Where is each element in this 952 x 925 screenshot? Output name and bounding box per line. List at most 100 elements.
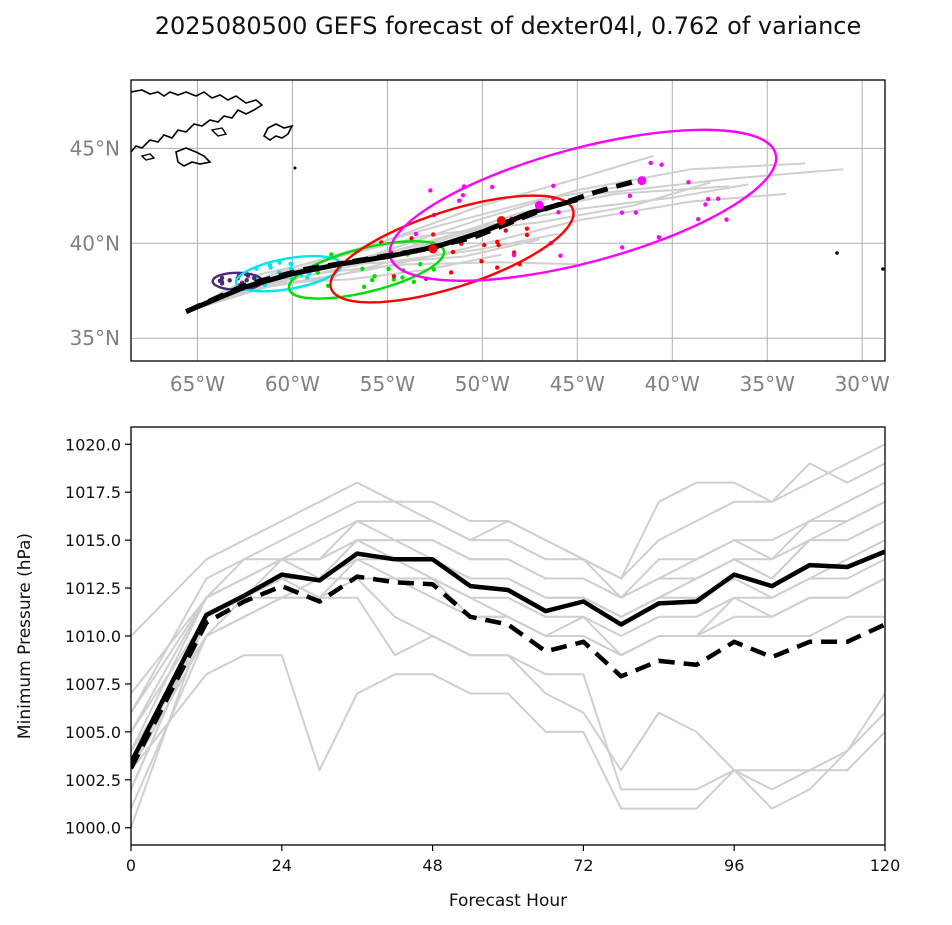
member-position-dot [656,235,661,240]
newfoundland-path [262,123,294,141]
y-tick-label: 1012.5 [65,579,121,598]
lon-tick-label: 40°W [645,372,700,396]
member-position-dot [551,183,556,188]
member-position-dot [418,262,423,267]
member-position-dot [227,278,232,283]
lon-tick-label: 65°W [170,372,225,396]
member-position-dot [431,232,436,237]
member-position-dot [703,202,708,207]
member-position-dot [448,270,454,275]
member-track [185,192,787,313]
member-position-dot [391,274,397,279]
lon-tick-label: 35°W [740,372,795,396]
member-position-dot [217,278,223,283]
member-position-dot [558,253,563,258]
lon-tick-label: 60°W [265,372,320,396]
member-position-dot [386,266,391,272]
member-position-dot [490,184,495,190]
member-position-dot [706,196,711,202]
member-pressure-line [131,520,885,733]
member-pressure-line [131,577,885,771]
member-position-dot [244,278,249,283]
member-position-dot [619,210,625,215]
x-tick-label: 120 [870,856,901,875]
ellipse-centers [428,176,647,254]
island-dot [835,251,839,255]
member-position-dot [329,252,334,257]
dashed-pressure-line [131,574,885,770]
lat-tick-label: 45°N [70,136,120,160]
lon-tick-label: 45°W [550,372,605,396]
y-axis-label: Minimum Pressure (hPa) [15,533,35,739]
member-pressure-line [131,500,885,714]
lon-tick-label: 55°W [360,372,415,396]
y-tick-label: 1015.0 [65,531,121,550]
pressure-series [131,443,885,829]
member-position-dot [659,162,664,167]
ellipse-center-dot [428,244,438,254]
member-position-dot [556,210,561,215]
member-position-dot [411,279,417,285]
uncertainty-ellipses [211,128,778,304]
island-path [210,127,228,137]
y-tick-label: 1017.5 [65,483,121,502]
member-tracks [185,154,844,313]
member-pressure-line [131,520,885,829]
member-position-dot [524,232,530,238]
lat-tick-label: 35°N [70,326,120,350]
map-tick-labels: 65°W 60°W 55°W 50°W 45°W 40°W 35°W 30°W 35°N 40°N… [70,136,890,396]
member-position-dot [620,245,625,250]
member-position-dot [360,266,365,271]
member-position-dot [482,242,487,248]
x-tick-label: 96 [724,856,744,875]
member-position-dot [431,267,436,272]
member-position-dot [268,265,273,270]
x-tick-label: 24 [272,856,292,875]
member-position-dot [372,274,377,279]
member-position-dot [391,277,397,282]
x-axis-label: Forecast Hour [449,891,567,911]
member-position-dot [686,180,691,185]
ensemble-tracks [185,176,645,314]
member-position-dot [511,253,517,258]
y-tick-label: 1020.0 [65,435,121,454]
lon-tick-label: 50°W [455,372,510,396]
member-pressure-line [131,577,885,791]
member-position-dot [648,160,653,166]
lon-tick-label: 30°W [835,372,890,396]
figure-title: 2025080500 GEFS forecast of dexter04l, 0… [154,12,862,40]
member-position-dot [288,261,293,266]
member-pressure-line [131,539,885,714]
uncertainty-ellipse [329,194,575,304]
ellipse-center-dot [496,216,506,225]
member-position-dot [428,188,433,193]
member-position-dot [716,196,721,201]
y-tick-label: 1000.0 [65,819,121,838]
ellipse-center-dot [637,176,647,186]
island-dot [293,166,297,170]
y-tick-label: 1010.0 [65,627,121,646]
member-position-dot [696,217,701,222]
member-position-dot [633,210,639,215]
x-tick-label: 0 [126,856,136,875]
member-position-dot [724,217,729,222]
member-position-dot [409,236,414,241]
map-frame [130,79,886,362]
member-position-dot [400,275,405,280]
member-position-dot [479,259,484,264]
member-position-dot [496,242,501,248]
member-position-dot [457,198,462,203]
member-position-dot [627,193,633,198]
island-path [175,147,212,167]
member-position-dot [369,277,375,283]
mean-pressure-line [131,549,885,764]
member-position-dot [252,276,257,281]
member-pressure-line [131,462,885,752]
x-tick-label: 72 [573,856,593,875]
member-position-dot [315,270,320,275]
pressure-ticks: 0 24 48 72 96 120 1000.0 1002.5 1005.0 1007.5 1010… [65,435,900,875]
member-position-dot [450,249,456,255]
coastline [131,89,885,271]
